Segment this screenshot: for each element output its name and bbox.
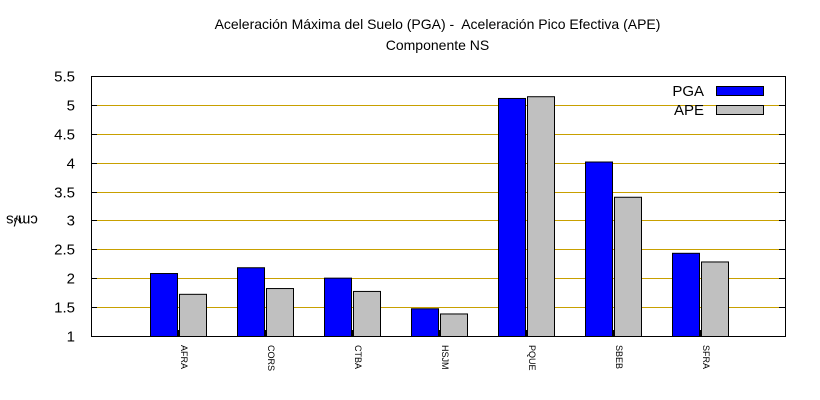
bar-ape — [614, 196, 642, 337]
x-tick-label: AFRA — [179, 345, 189, 369]
x-tick-label: CTBA — [353, 345, 363, 369]
bars — [150, 96, 729, 338]
bar-ape — [440, 313, 468, 338]
y-tick-label: 2.5 — [54, 242, 75, 259]
y-tick-label: 1 — [67, 329, 75, 346]
legend-label-ape: APE — [674, 102, 704, 119]
bar-pga — [411, 308, 439, 337]
legend: PGA APE — [672, 83, 764, 119]
x-tick-label: CORS — [266, 345, 276, 371]
legend-swatch-pga — [716, 86, 764, 96]
x-tick-label: SBEB — [614, 345, 624, 369]
y-tick-label: 3 — [67, 213, 75, 230]
bar-ape — [527, 96, 555, 337]
bar-pga — [237, 267, 265, 337]
plot-frame — [91, 76, 786, 337]
legend-label-pga: PGA — [672, 83, 704, 100]
x-tick-label: PQUE — [527, 345, 537, 371]
bar-pga — [585, 161, 613, 337]
x-tick-label: HSJM — [440, 345, 450, 370]
x-tick-label: SFRA — [701, 345, 711, 369]
y-tick-label: 3.5 — [54, 185, 75, 202]
y-tick-label: 1.5 — [54, 300, 75, 317]
y-tick-label: 5.5 — [54, 69, 75, 86]
bar-ape — [353, 290, 381, 337]
y-tick-label: 4 — [67, 156, 75, 173]
bar-ape — [266, 288, 294, 337]
axis-ticks: 1 1.5 2 2.5 3 3.5 4 4.5 5 5.5 AFRA CORS CTBA HSJM PQUE… — [54, 69, 785, 371]
legend-swatch-ape — [716, 105, 764, 115]
bar-ape — [179, 293, 207, 338]
grid-lines — [91, 105, 785, 308]
y-tick-label: 4.5 — [54, 127, 75, 144]
y-tick-label: 2 — [67, 271, 75, 288]
y-tick-label: 5 — [67, 98, 75, 115]
bar-pga — [324, 277, 352, 337]
bar-ape — [701, 261, 729, 338]
chart-subtitle: Componente NS — [385, 37, 490, 53]
bar-pga — [150, 273, 178, 337]
bar-pga — [672, 252, 700, 337]
bar-pga — [498, 97, 526, 338]
chart-title: Aceleración Máxima del Suelo (PGA) - Ace… — [214, 16, 661, 32]
